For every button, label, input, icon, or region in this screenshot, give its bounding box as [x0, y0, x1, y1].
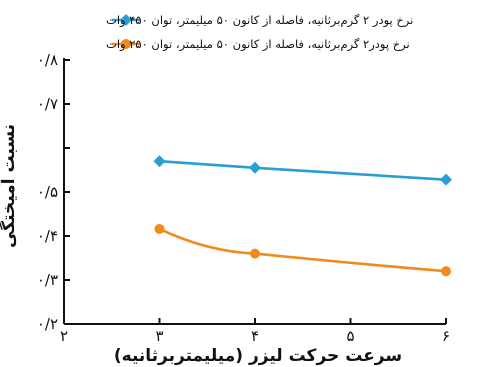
legend-label-2: نرخ پودر۲ گرم‌برثانیه، فاصله از کانون ۵۰…: [106, 37, 410, 52]
legend-marker-2: [121, 39, 131, 49]
y-tick-label: ۰/۷: [37, 95, 58, 113]
legend: نرخ پودر ۲ گرم‌برثانیه، فاصله از کانون ۵…: [106, 13, 413, 52]
x-tick-label: ۶: [442, 327, 450, 345]
x-tick-label: ۴: [251, 327, 259, 345]
y-tick-label: ۰/۵: [37, 183, 58, 201]
y-tick-label: ۰/۳: [37, 271, 58, 289]
ticks: ۲ ۳ ۴ ۵ ۶ ۰/۲ ۰/۳ ۰/۴ ۰/۵ ۰/۷ ۰/۸: [37, 51, 450, 345]
legend-marker-1: [120, 14, 132, 26]
y-axis-title: نسبت آمیختگی: [0, 124, 19, 248]
series-1-marker: [249, 161, 261, 174]
y-tick-label: ۰/۸: [37, 51, 58, 69]
x-tick-label: ۵: [346, 327, 354, 345]
series-2-marker: [154, 223, 165, 234]
series-1-marker: [153, 155, 166, 168]
series-2-marker: [250, 248, 260, 259]
series-line-2: [158, 227, 447, 273]
x-tick-label: ۳: [155, 327, 163, 345]
series-line-1: [159, 159, 447, 181]
x-axis-title: سرعت حرکت لیزر (میلیمتربرثانیه): [114, 346, 402, 366]
series-1-marker: [440, 173, 452, 186]
y-tick-label: ۰/۲: [37, 315, 58, 333]
x-tick-label: ۲: [60, 327, 68, 345]
axes: [63, 58, 446, 325]
series-group: [153, 155, 452, 277]
legend-label-1: نرخ پودر ۲ گرم‌برثانیه، فاصله از کانون ۵…: [106, 13, 413, 28]
y-tick-label: ۰/۴: [37, 227, 58, 245]
series-2-marker: [441, 266, 451, 277]
